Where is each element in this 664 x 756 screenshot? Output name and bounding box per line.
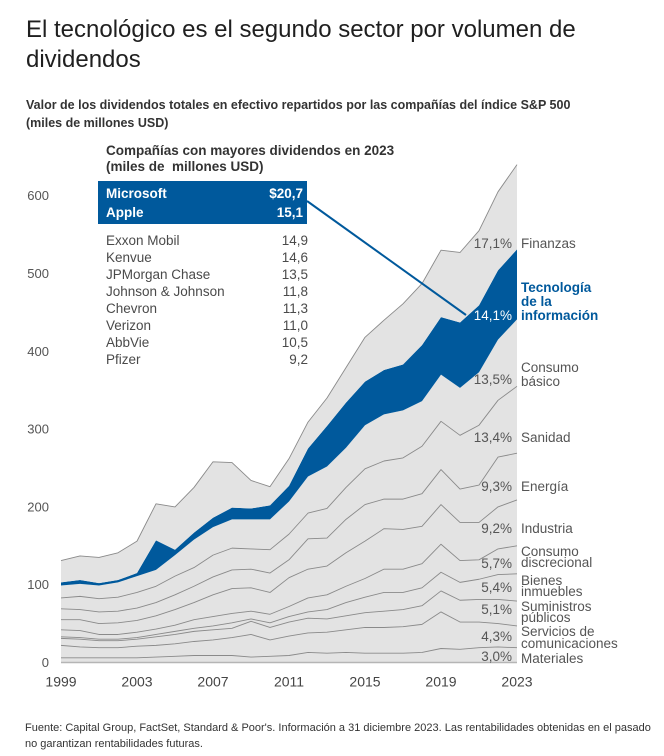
y-tick-label: 300 — [27, 422, 49, 437]
company-name: Exxon Mobil — [106, 232, 180, 248]
share-label-finanzas: 17,1% — [473, 236, 512, 251]
table-row-highlighted: Apple 15,1 — [106, 203, 303, 222]
company-dividend: 14,9 — [281, 232, 308, 248]
companies-table-unit: (miles de millones USD) — [106, 159, 264, 174]
share-label-servicios-comunicaciones: 4,3% — [481, 629, 512, 644]
companies-table-heading: Compañías con mayores dividendos en 2023 — [106, 143, 395, 158]
table-row: Verizon 11,0 — [106, 317, 308, 334]
x-tick-label: 2007 — [197, 674, 228, 690]
series-label-tecnologia: Tecnología de la información — [521, 280, 599, 323]
chart-subtitle: Valor de los dividendos totales en efect… — [26, 98, 571, 130]
share-label-materiales: 3,0% — [481, 649, 512, 664]
x-tick-label: 2023 — [501, 674, 532, 690]
company-dividend: 10,5 — [281, 334, 308, 350]
table-row: Chevron 11,3 — [106, 300, 308, 317]
x-tick-label: 2019 — [425, 674, 456, 690]
company-dividend: $20,7 — [269, 185, 303, 201]
source-footnote: Fuente: Capital Group, FactSet, Standard… — [25, 722, 651, 750]
y-axis: 0 100 200 300 400 500 600 — [27, 188, 49, 670]
series-label-consumo-discrecional: Consumo discrecional — [521, 543, 593, 570]
y-tick-label: 100 — [27, 577, 49, 592]
table-row: JPMorgan Chase 13,5 — [106, 266, 308, 283]
x-axis: 1999 2003 2007 2011 2015 2019 2023 — [45, 674, 532, 690]
series-label-sanidad: Sanidad — [521, 430, 571, 445]
x-tick-label: 1999 — [45, 674, 76, 690]
x-tick-label: 2015 — [349, 674, 380, 690]
company-name: Pfizer — [106, 351, 141, 367]
y-tick-label: 600 — [27, 188, 49, 203]
company-dividend: 11,8 — [282, 283, 308, 299]
x-tick-label: 2003 — [121, 674, 152, 690]
y-tick-label: 500 — [27, 266, 49, 281]
stacked-area-chart: 0 100 200 300 400 500 600 1999 2003 2007… — [27, 164, 533, 690]
line-suministros-publicos — [60, 590, 518, 642]
area-servicios-de-comunicaciones — [61, 611, 517, 658]
table-row: Pfizer 9,2 — [106, 351, 308, 368]
line-energia — [60, 452, 518, 613]
series-label-consumo-basico: Consumo básico — [521, 360, 579, 389]
area-materiales — [61, 646, 517, 663]
table-row: Johnson & Johnson 11,8 — [106, 283, 308, 300]
share-label-tecnologia: 14,1% — [473, 308, 512, 323]
company-name: AbbVie — [106, 334, 150, 350]
share-label-consumo-basico: 13,5% — [473, 372, 512, 387]
area-suministros-publicos — [61, 590, 517, 648]
series-label-industria: Industria — [521, 521, 573, 536]
chart-series-lines — [60, 164, 518, 659]
series-label-energia: Energía — [521, 479, 569, 494]
share-label-industria: 9,2% — [481, 521, 512, 536]
line-servicios-de-comunicaciones — [60, 611, 518, 649]
chart-areas — [61, 164, 517, 663]
company-dividend: 11,0 — [282, 317, 308, 333]
share-label-bienes-inmuebles: 5,4% — [481, 580, 512, 595]
company-name: Johnson & Johnson — [106, 283, 225, 299]
annotation-connector-line — [306, 200, 467, 316]
share-label-sanidad: 13,4% — [473, 430, 512, 445]
area-industria — [61, 499, 517, 635]
company-dividend: 11,3 — [282, 300, 308, 316]
series-label-materiales: Materiales — [521, 651, 584, 666]
series-label-suministros-publicos: Suministros públicos — [521, 598, 592, 625]
line-consumo-discrecional — [60, 543, 518, 635]
company-name: Microsoft — [106, 185, 167, 201]
highlighted-companies-box: Microsoft $20,7 Apple 15,1 — [98, 181, 307, 224]
line-bienes-inmuebles — [60, 571, 518, 640]
company-dividend: 14,6 — [281, 249, 308, 265]
share-label-consumo-discrecional: 5,7% — [481, 556, 512, 571]
series-label-finanzas: Finanzas — [521, 236, 576, 251]
x-tick-label: 2011 — [274, 674, 304, 690]
y-tick-label: 0 — [42, 655, 49, 670]
line-industria — [61, 499, 518, 625]
line-materiales — [61, 646, 518, 659]
table-row: Kenvue 14,6 — [106, 249, 308, 266]
page-title: El tecnológico es el segundo sector por … — [26, 16, 576, 73]
company-dividend: 13,5 — [281, 266, 308, 282]
company-name: Apple — [106, 204, 144, 220]
company-name: JPMorgan Chase — [106, 266, 211, 282]
company-name: Kenvue — [106, 249, 152, 265]
company-name: Chevron — [106, 300, 158, 316]
table-row-highlighted: Microsoft $20,7 — [106, 184, 303, 203]
company-dividend: 9,2 — [289, 351, 308, 367]
table-row: Exxon Mobil 14,9 — [106, 232, 308, 249]
table-row: AbbVie 10,5 — [106, 334, 308, 351]
series-label-bienes-inmuebles: Bienes inmuebles — [521, 572, 583, 599]
series-label-servicios-comunicaciones: Servicios de comunicaciones — [521, 624, 618, 651]
line-sanidad — [60, 385, 518, 600]
company-name: Verizon — [106, 317, 152, 333]
line-finanzas — [60, 164, 518, 562]
y-tick-label: 400 — [27, 344, 49, 359]
y-tick-label: 200 — [27, 499, 49, 514]
share-label-energia: 9,3% — [481, 479, 512, 494]
company-dividend: 15,1 — [276, 204, 303, 220]
share-label-suministros-publicos: 5,1% — [481, 602, 512, 617]
